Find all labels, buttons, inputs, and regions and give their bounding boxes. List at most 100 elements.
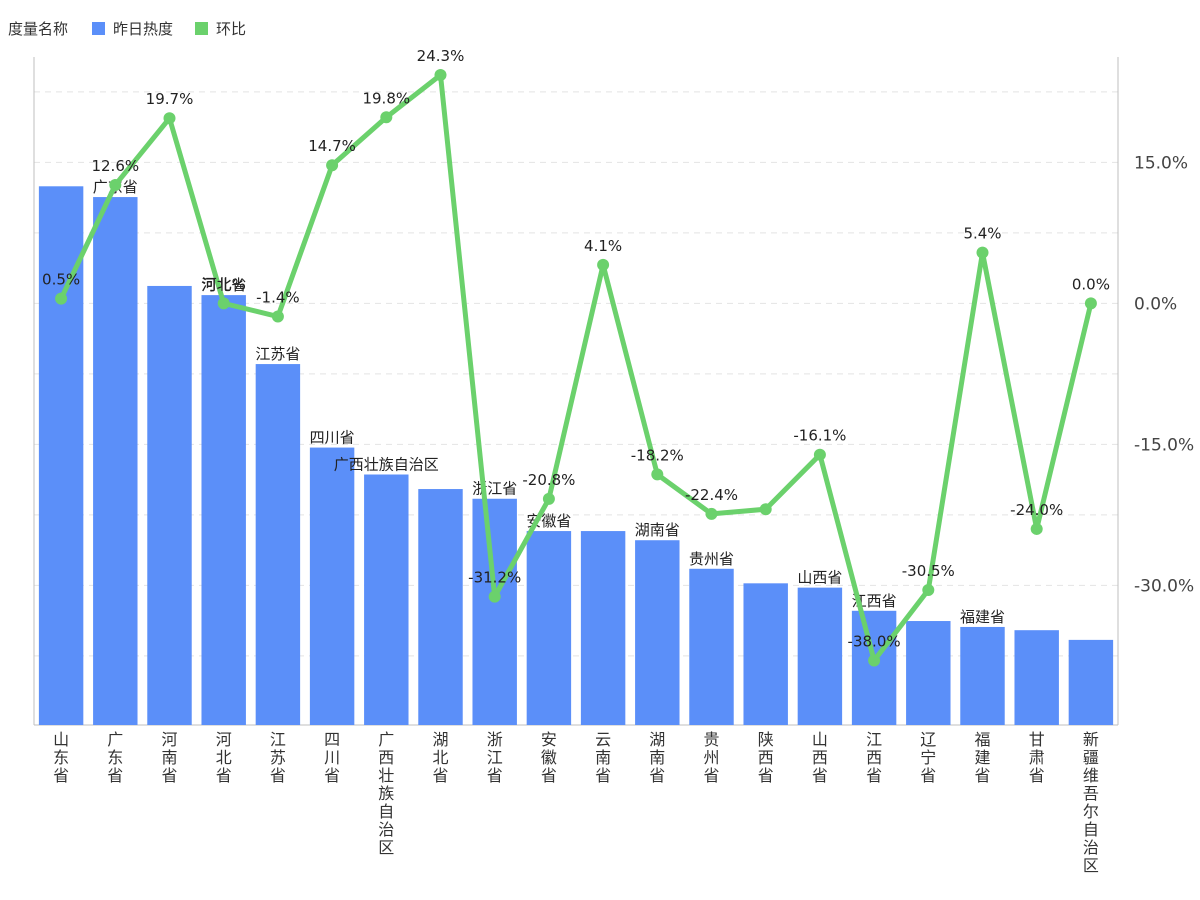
line-point[interactable]: [813, 448, 826, 461]
line-point[interactable]: [705, 507, 718, 520]
x-tick-label: 云南省: [595, 730, 611, 785]
line-value-label: -18.2%: [631, 446, 684, 464]
x-tick-label: 浙江省: [487, 730, 503, 785]
bar[interactable]: [201, 295, 246, 725]
line-value-label: 12.6%: [91, 157, 139, 175]
line-point[interactable]: [759, 503, 772, 516]
x-tick-label: 辽宁省: [920, 730, 936, 785]
line-value-label: -20.8%: [522, 471, 575, 489]
line-value-label: 19.7%: [146, 90, 194, 108]
x-tick-label: 江西省: [866, 730, 882, 785]
legend-label-bar: 昨日热度: [113, 20, 174, 38]
bar[interactable]: [472, 498, 517, 725]
x-tick-label: 贵州省: [703, 730, 719, 785]
line-value-label: -1.4%: [256, 289, 300, 307]
x-tick-label: 安徽省: [541, 730, 557, 785]
bar[interactable]: [1014, 630, 1059, 725]
bar-value-label: 江西省: [852, 592, 897, 610]
line-value-label: -38.0%: [848, 633, 901, 651]
bar-value-label: 山西省: [797, 569, 842, 587]
line-value-label: 0.5%: [42, 271, 80, 289]
bar[interactable]: [418, 489, 463, 725]
bar-value-label: 福建省: [960, 608, 1005, 626]
bar[interactable]: [851, 610, 897, 725]
line-point[interactable]: [651, 468, 664, 481]
x-tick-label: 陕西省: [758, 730, 774, 785]
bar-value-label: 浙江省: [472, 480, 517, 498]
line-point[interactable]: [597, 258, 610, 271]
bar[interactable]: [526, 531, 572, 725]
x-tick-label: 广东省: [107, 730, 123, 785]
line-point[interactable]: [163, 112, 176, 125]
line-point[interactable]: [488, 590, 501, 603]
bar[interactable]: [38, 186, 84, 725]
x-tick-label: 河北省: [216, 730, 232, 785]
x-tick-label: 广西壮族自治区: [378, 730, 394, 857]
line-point[interactable]: [271, 310, 284, 323]
line-point[interactable]: [976, 246, 989, 259]
line-value-label: -22.4%: [685, 486, 738, 504]
line-value-label: -31.2%: [468, 569, 521, 587]
line-value-label: 4.1%: [584, 237, 622, 255]
line-value-label: -16.1%: [793, 427, 846, 445]
bar[interactable]: [93, 197, 138, 725]
x-tick-label: 山东省: [53, 730, 69, 785]
line-point[interactable]: [1084, 297, 1097, 310]
line-series-path: [58, 72, 1094, 664]
bar[interactable]: [147, 285, 192, 725]
x-tick-label: 甘肃省: [1029, 730, 1045, 785]
line-value-label: -30.5%: [902, 562, 955, 580]
legend-item-bar[interactable]: 昨日热度: [92, 18, 173, 39]
line-value-label: 5.4%: [963, 225, 1001, 243]
bar[interactable]: [255, 364, 301, 725]
legend-label-line: 环比: [216, 20, 247, 38]
x-tick-label: 新疆维吾尔自治区: [1083, 730, 1099, 875]
right-axis-tick-label: -30.0%: [1134, 576, 1194, 596]
line-point[interactable]: [217, 297, 230, 310]
bar-value-label: 河北省: [201, 276, 246, 294]
bar[interactable]: [635, 540, 680, 725]
line-point[interactable]: [55, 292, 68, 305]
line-value-label: 0.0%: [1072, 275, 1110, 293]
bar-value-label: 广西壮族自治区: [334, 456, 439, 474]
legend: 度量名称 昨日热度 环比: [8, 18, 268, 39]
x-tick-label: 山西省: [812, 730, 828, 785]
bar-value-label: 四川省: [310, 429, 355, 447]
bar[interactable]: [580, 531, 626, 725]
line-value-label: -24.0%: [1010, 501, 1063, 519]
bar[interactable]: [689, 568, 734, 725]
bar[interactable]: [743, 583, 788, 725]
line-value-label: 14.7%: [308, 137, 356, 155]
right-axis-tick-label: 15.0%: [1134, 153, 1188, 173]
line-point[interactable]: [922, 584, 935, 597]
bar[interactable]: [364, 474, 409, 726]
x-tick-label: 湖南省: [649, 730, 665, 785]
bar[interactable]: [797, 587, 843, 725]
line-point[interactable]: [542, 492, 555, 505]
line-point[interactable]: [380, 111, 393, 124]
line-point[interactable]: [434, 69, 447, 81]
line-point[interactable]: [1030, 522, 1043, 535]
line-value-label: 19.8%: [362, 89, 410, 107]
bar-value-label: 江苏省: [255, 345, 300, 363]
line-point[interactable]: [109, 178, 122, 191]
x-tick-label: 四川省: [324, 730, 340, 785]
line-value-label: 河北%: [202, 275, 246, 293]
legend-swatch-line: [195, 22, 209, 35]
bar[interactable]: [960, 626, 1005, 725]
bar[interactable]: [906, 621, 951, 725]
x-tick-label: 福建省: [974, 730, 990, 785]
right-axis-tick-label: 0.0%: [1134, 294, 1177, 314]
bar[interactable]: [309, 447, 355, 725]
legend-item-line[interactable]: 环比: [195, 18, 246, 39]
line-point[interactable]: [326, 159, 339, 172]
x-tick-label: 河南省: [161, 730, 177, 785]
bar[interactable]: [1068, 639, 1114, 725]
x-tick-label: 湖北省: [432, 730, 448, 785]
line-point[interactable]: [868, 654, 881, 667]
x-tick-label: 江苏省: [270, 730, 286, 785]
bar-value-label: 贵州省: [689, 550, 734, 568]
line-value-label: 24.3%: [417, 47, 465, 65]
